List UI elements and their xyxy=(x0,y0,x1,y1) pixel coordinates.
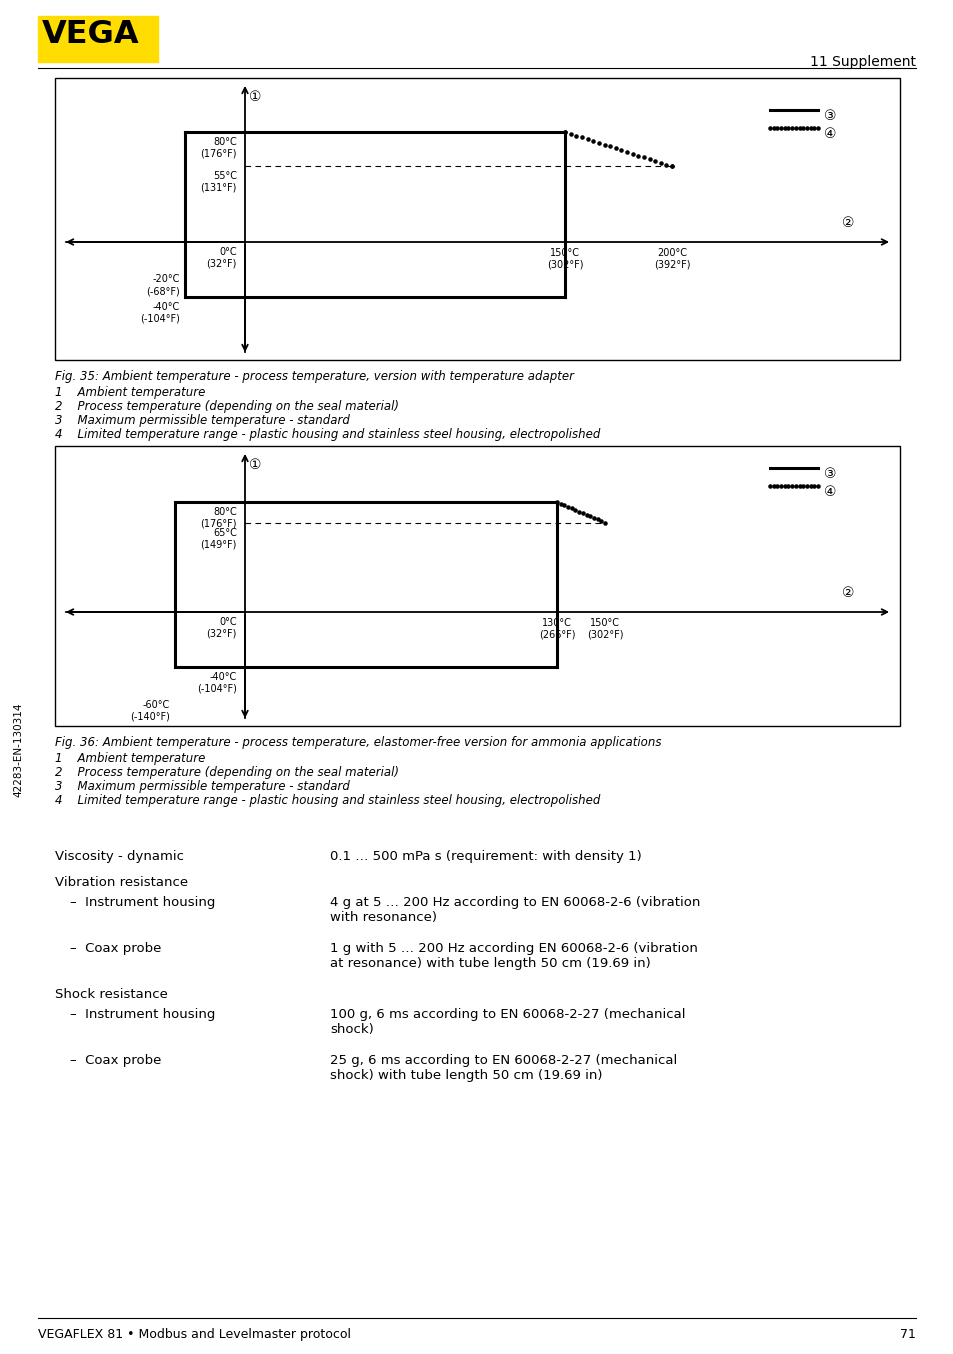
Text: ②: ② xyxy=(841,217,854,230)
Text: 1    Ambient temperature: 1 Ambient temperature xyxy=(55,751,205,765)
Text: -40°C
(-104°F): -40°C (-104°F) xyxy=(140,302,180,324)
Text: ①: ① xyxy=(249,458,261,473)
Text: -20°C
(-68°F): -20°C (-68°F) xyxy=(146,275,180,297)
Text: 4 g at 5 … 200 Hz according to EN 60068-2-6 (vibration
with resonance): 4 g at 5 … 200 Hz according to EN 60068-… xyxy=(330,896,700,923)
Text: 0.1 … 500 mPa s (requirement: with density 1): 0.1 … 500 mPa s (requirement: with densi… xyxy=(330,850,641,862)
Text: 150°C
(302°F): 150°C (302°F) xyxy=(546,248,583,269)
Text: –  Coax probe: – Coax probe xyxy=(70,1053,161,1067)
Bar xyxy=(38,16,158,62)
Text: 2    Process temperature (depending on the seal material): 2 Process temperature (depending on the … xyxy=(55,399,398,413)
Text: ③: ③ xyxy=(823,467,836,481)
Text: 42283-EN-130314: 42283-EN-130314 xyxy=(13,703,23,798)
Text: 2    Process temperature (depending on the seal material): 2 Process temperature (depending on the … xyxy=(55,766,398,779)
Text: 1 g with 5 … 200 Hz according EN 60068-2-6 (vibration
at resonance) with tube le: 1 g with 5 … 200 Hz according EN 60068-2… xyxy=(330,942,698,969)
Text: -40°C
(-104°F): -40°C (-104°F) xyxy=(197,672,236,693)
Text: 80°C
(176°F): 80°C (176°F) xyxy=(200,506,236,528)
Text: 150°C
(302°F): 150°C (302°F) xyxy=(586,617,622,639)
Text: 3    Maximum permissible temperature - standard: 3 Maximum permissible temperature - stan… xyxy=(55,780,350,793)
Text: –  Coax probe: – Coax probe xyxy=(70,942,161,955)
Text: 100 g, 6 ms according to EN 60068-2-27 (mechanical
shock): 100 g, 6 ms according to EN 60068-2-27 (… xyxy=(330,1007,685,1036)
Text: ③: ③ xyxy=(823,110,836,123)
Text: -60°C
(-140°F): -60°C (-140°F) xyxy=(130,700,170,722)
Text: 65°C
(149°F): 65°C (149°F) xyxy=(200,528,236,550)
Bar xyxy=(55,79,899,360)
Text: ④: ④ xyxy=(823,127,836,141)
Text: 71: 71 xyxy=(900,1328,915,1340)
Text: VEGAFLEX 81 • Modbus and Levelmaster protocol: VEGAFLEX 81 • Modbus and Levelmaster pro… xyxy=(38,1328,351,1340)
Text: Vibration resistance: Vibration resistance xyxy=(55,876,188,890)
Text: 0°C
(32°F): 0°C (32°F) xyxy=(207,246,236,268)
Text: 200°C
(392°F): 200°C (392°F) xyxy=(653,248,690,269)
Text: ②: ② xyxy=(841,586,854,600)
Text: ④: ④ xyxy=(823,485,836,500)
Text: 4    Limited temperature range - plastic housing and stainless steel housing, el: 4 Limited temperature range - plastic ho… xyxy=(55,428,599,441)
Text: 3    Maximum permissible temperature - standard: 3 Maximum permissible temperature - stan… xyxy=(55,414,350,427)
Text: 1    Ambient temperature: 1 Ambient temperature xyxy=(55,386,205,399)
Text: 4    Limited temperature range - plastic housing and stainless steel housing, el: 4 Limited temperature range - plastic ho… xyxy=(55,793,599,807)
Text: 130°C
(266°F): 130°C (266°F) xyxy=(538,617,575,639)
Text: Fig. 35: Ambient temperature - process temperature, version with temperature ada: Fig. 35: Ambient temperature - process t… xyxy=(55,370,574,383)
Bar xyxy=(55,445,899,726)
Text: ①: ① xyxy=(249,89,261,104)
Text: Viscosity - dynamic: Viscosity - dynamic xyxy=(55,850,184,862)
Text: 0°C
(32°F): 0°C (32°F) xyxy=(207,617,236,639)
Text: Shock resistance: Shock resistance xyxy=(55,988,168,1001)
Text: VEGA: VEGA xyxy=(42,19,139,50)
Text: –  Instrument housing: – Instrument housing xyxy=(70,1007,215,1021)
Text: 25 g, 6 ms according to EN 60068-2-27 (mechanical
shock) with tube length 50 cm : 25 g, 6 ms according to EN 60068-2-27 (m… xyxy=(330,1053,677,1082)
Text: –  Instrument housing: – Instrument housing xyxy=(70,896,215,909)
Text: Fig. 36: Ambient temperature - process temperature, elastomer-free version for a: Fig. 36: Ambient temperature - process t… xyxy=(55,737,660,749)
Text: 55°C
(131°F): 55°C (131°F) xyxy=(200,172,236,194)
Text: 11 Supplement: 11 Supplement xyxy=(809,56,915,69)
Text: 80°C
(176°F): 80°C (176°F) xyxy=(200,137,236,158)
